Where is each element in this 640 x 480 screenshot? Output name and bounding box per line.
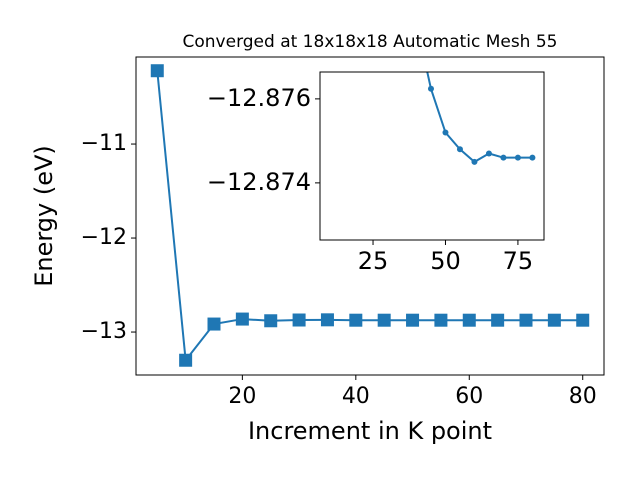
marker — [514, 154, 521, 161]
marker — [471, 158, 478, 165]
marker — [442, 129, 449, 136]
marker — [576, 313, 590, 327]
y-tick-label: −12.874 — [207, 168, 311, 196]
marker — [377, 313, 391, 327]
marker — [547, 313, 561, 327]
axes-frame — [135, 56, 605, 376]
series-group — [150, 64, 590, 367]
marker — [434, 313, 448, 327]
x-tick-label: 75 — [503, 247, 534, 275]
chart-title: Converged at 18x18x18 Automatic Mesh 55 — [183, 32, 558, 52]
plot-area — [320, 72, 544, 240]
axes-frame — [319, 71, 545, 241]
marker — [292, 313, 306, 327]
marker — [519, 313, 533, 327]
y-tick-label: −12.876 — [207, 84, 311, 112]
marker — [320, 313, 334, 327]
marker — [529, 154, 536, 161]
marker — [406, 313, 420, 327]
y-tick-label: −13 — [81, 319, 127, 344]
x-tick-label: 20 — [228, 384, 256, 409]
x-tick-label: 25 — [358, 247, 389, 275]
y-tick-label: −11 — [81, 131, 127, 156]
marker — [462, 313, 476, 327]
marker — [235, 312, 249, 326]
series-line — [156, 70, 583, 363]
y-tick-label: −12 — [81, 225, 127, 250]
marker — [500, 154, 507, 161]
marker — [427, 85, 434, 92]
x-axis-label: Increment in K point — [248, 417, 492, 445]
series-group — [413, 20, 536, 165]
marker — [456, 146, 463, 153]
marker — [150, 64, 164, 78]
x-tick-label: 80 — [569, 384, 597, 409]
x-tick-label: 40 — [342, 384, 370, 409]
marker — [413, 20, 419, 26]
x-tick-label: 60 — [455, 384, 483, 409]
y-axis-label: Energy (eV) — [30, 145, 58, 287]
marker — [491, 313, 505, 327]
marker — [485, 150, 492, 157]
marker — [264, 314, 278, 328]
marker — [179, 353, 193, 367]
x-tick-label: 50 — [430, 247, 461, 275]
marker — [207, 317, 221, 331]
marker — [349, 313, 363, 327]
